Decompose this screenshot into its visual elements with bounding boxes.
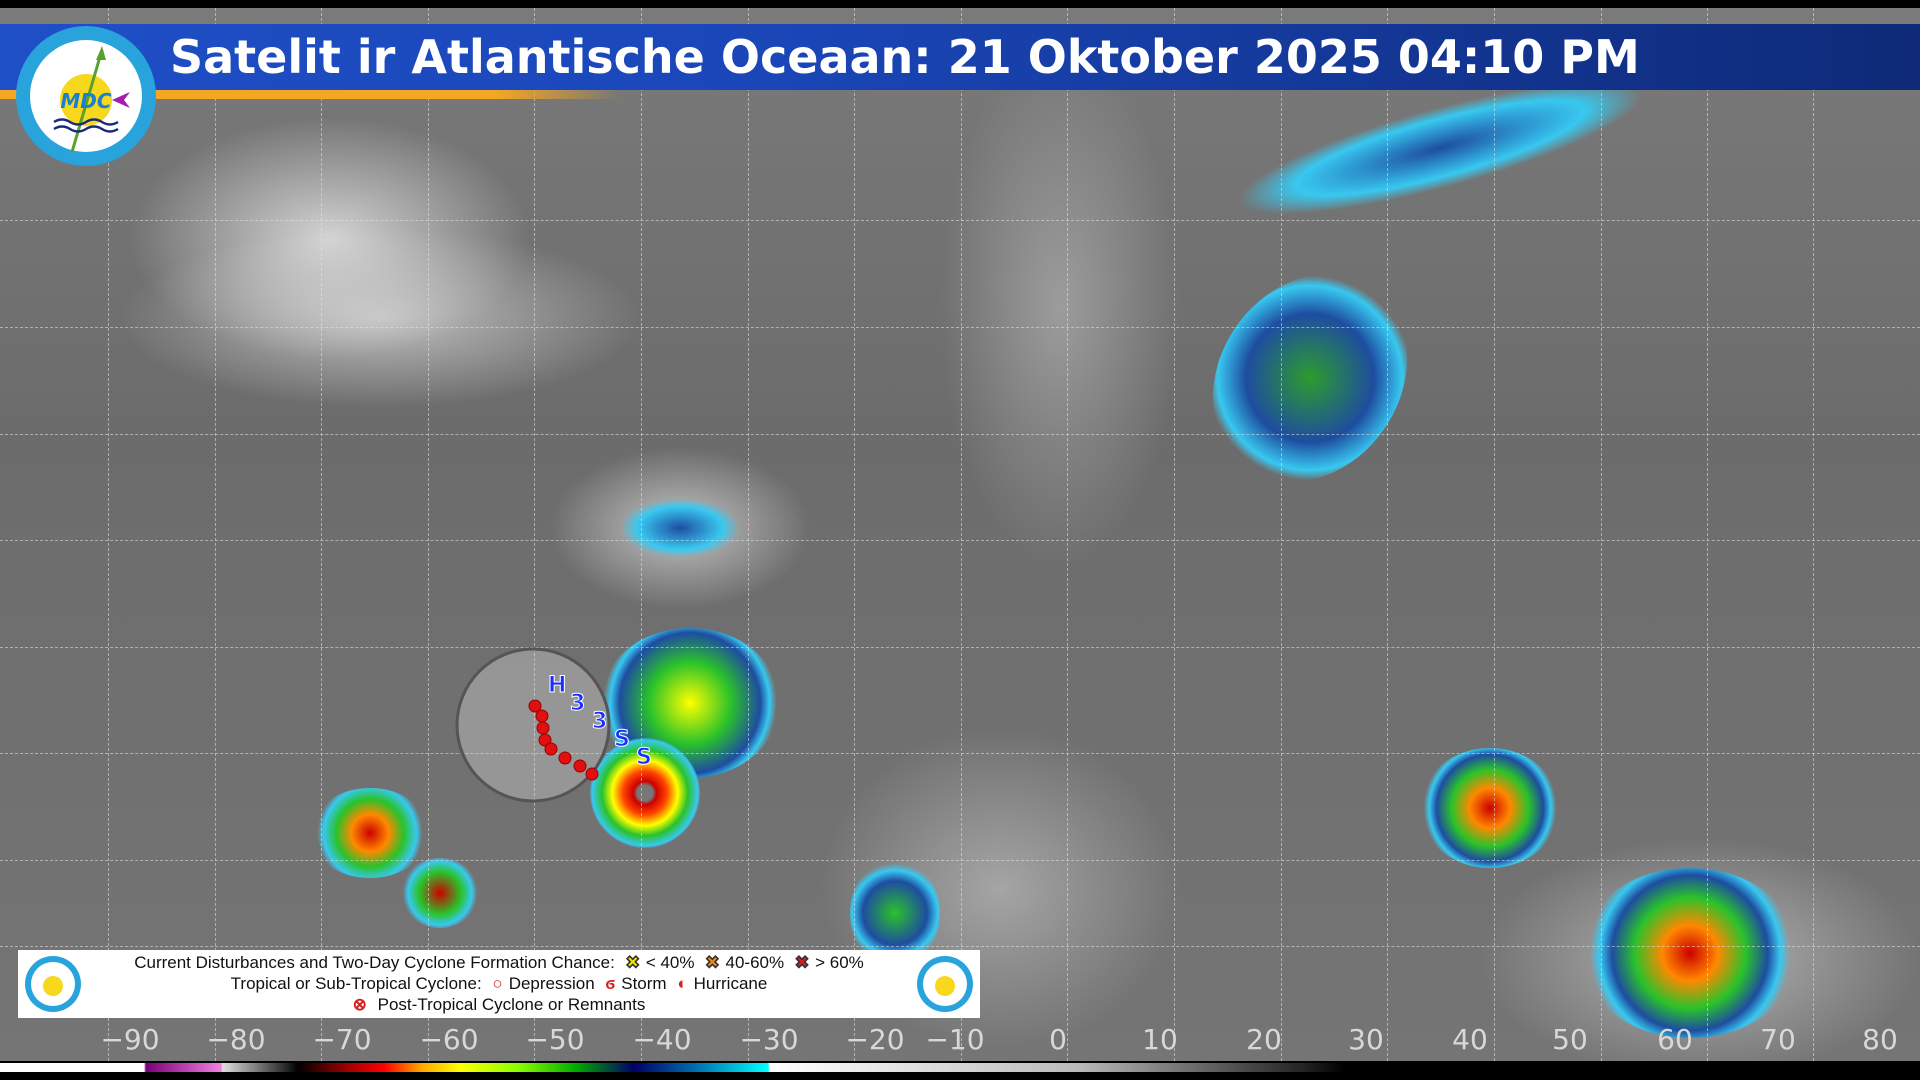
longitude-label: 50 [1552, 1023, 1588, 1056]
grid-line [321, 8, 322, 1061]
longitude-label: −20 [845, 1023, 905, 1056]
longitude-label: 30 [1348, 1023, 1384, 1056]
hurricane-core [590, 738, 700, 848]
storm-track-points [528, 699, 599, 781]
post-tropical-icon: ⊗ [352, 995, 367, 1014]
legend: Current Disturbances and Two-Day Cyclone… [18, 950, 980, 1018]
grid-line [961, 8, 962, 1061]
satellite-imagery-map [0, 8, 1920, 1061]
longitude-label: 60 [1657, 1023, 1693, 1056]
page-title: Satelit ir Atlantische Oceaan: 21 Oktobe… [170, 30, 1640, 84]
grid-line [1813, 8, 1814, 1061]
grid-line [428, 8, 429, 1061]
depression-icon: ○ [492, 974, 503, 993]
grid-line [1601, 8, 1602, 1061]
grid-line [0, 434, 1920, 435]
legend-row-formation-chance: Current Disturbances and Two-Day Cyclone… [18, 953, 980, 973]
longitude-label: −70 [312, 1023, 372, 1056]
x-marker-low-icon: ✖ [625, 953, 640, 973]
track-label: S [636, 745, 652, 770]
cloud-cluster [1420, 748, 1560, 868]
title-bar [0, 24, 1920, 90]
hurricane-icon: ◐ [677, 974, 688, 993]
track-label: H [548, 673, 566, 698]
track-label: S [614, 727, 630, 752]
longitude-label: −40 [632, 1023, 692, 1056]
longitude-label: −50 [525, 1023, 585, 1056]
cloud-cluster [850, 858, 940, 968]
grid-line [534, 8, 535, 1061]
cloud-cluster [310, 788, 430, 878]
legend-label: Storm [621, 974, 667, 993]
grid-line [1281, 8, 1282, 1061]
logo-text: MDC [60, 89, 112, 113]
cone-of-uncertainty [455, 647, 611, 803]
temperature-color-scale [0, 1063, 1920, 1072]
longitude-label: −80 [206, 1023, 266, 1056]
grid-line [641, 8, 642, 1061]
grid-line [1494, 8, 1495, 1061]
grid-line [1387, 8, 1388, 1061]
grid-line [0, 647, 1920, 648]
longitude-label: −30 [739, 1023, 799, 1056]
mdc-logo-small [25, 956, 81, 1012]
legend-label: Post-Tropical Cyclone or Remnants [377, 995, 646, 1014]
grid-line [0, 860, 1920, 861]
legend-label: Hurricane [693, 974, 768, 993]
legend-label: > 60% [815, 953, 864, 972]
mdc-logo: MDC [16, 26, 156, 166]
longitude-label: 70 [1760, 1023, 1796, 1056]
cloud-cluster [1580, 868, 1800, 1038]
longitude-label: 20 [1246, 1023, 1282, 1056]
grid-line [215, 8, 216, 1061]
grid-line [748, 8, 749, 1061]
mdc-logo-small [917, 956, 973, 1012]
grid-line [854, 8, 855, 1061]
track-label: 3 [592, 709, 607, 734]
x-marker-high-icon: ✖ [794, 953, 810, 973]
cloud-cluster [400, 858, 480, 928]
cloud-cluster [620, 498, 740, 558]
grid-line [0, 753, 1920, 754]
longitude-label: −90 [100, 1023, 160, 1056]
longitude-label: −10 [925, 1023, 985, 1056]
legend-row-post-tropical: ⊗ Post-Tropical Cyclone or Remnants [18, 995, 980, 1015]
legend-label: Depression [508, 974, 595, 993]
grid-line [0, 327, 1920, 328]
longitude-label: 0 [1049, 1023, 1067, 1056]
grid-line [0, 946, 1920, 947]
x-marker-medium-icon: ✖ [705, 953, 720, 973]
grid-line [1707, 8, 1708, 1061]
longitude-label: 80 [1862, 1023, 1898, 1056]
storm-icon: ϭ [605, 974, 616, 993]
legend-label: < 40% [645, 953, 695, 972]
grid-line [0, 220, 1920, 221]
legend-label: Tropical or Sub-Tropical Cyclone: [230, 974, 482, 993]
legend-row-cyclone-types: Tropical or Sub-Tropical Cyclone: ○ Depre… [18, 974, 980, 994]
longitude-label: −60 [419, 1023, 479, 1056]
track-label: 3 [570, 691, 585, 716]
grid-line [1174, 8, 1175, 1061]
legend-label: 40-60% [725, 953, 785, 972]
grid-line [1067, 8, 1068, 1061]
title-accent-stripe [0, 90, 620, 99]
longitude-label: 10 [1142, 1023, 1178, 1056]
grid-line [0, 540, 1920, 541]
legend-label: Current Disturbances and Two-Day Cyclone… [134, 953, 615, 972]
grid-line [108, 8, 109, 1061]
longitude-label: 40 [1452, 1023, 1488, 1056]
